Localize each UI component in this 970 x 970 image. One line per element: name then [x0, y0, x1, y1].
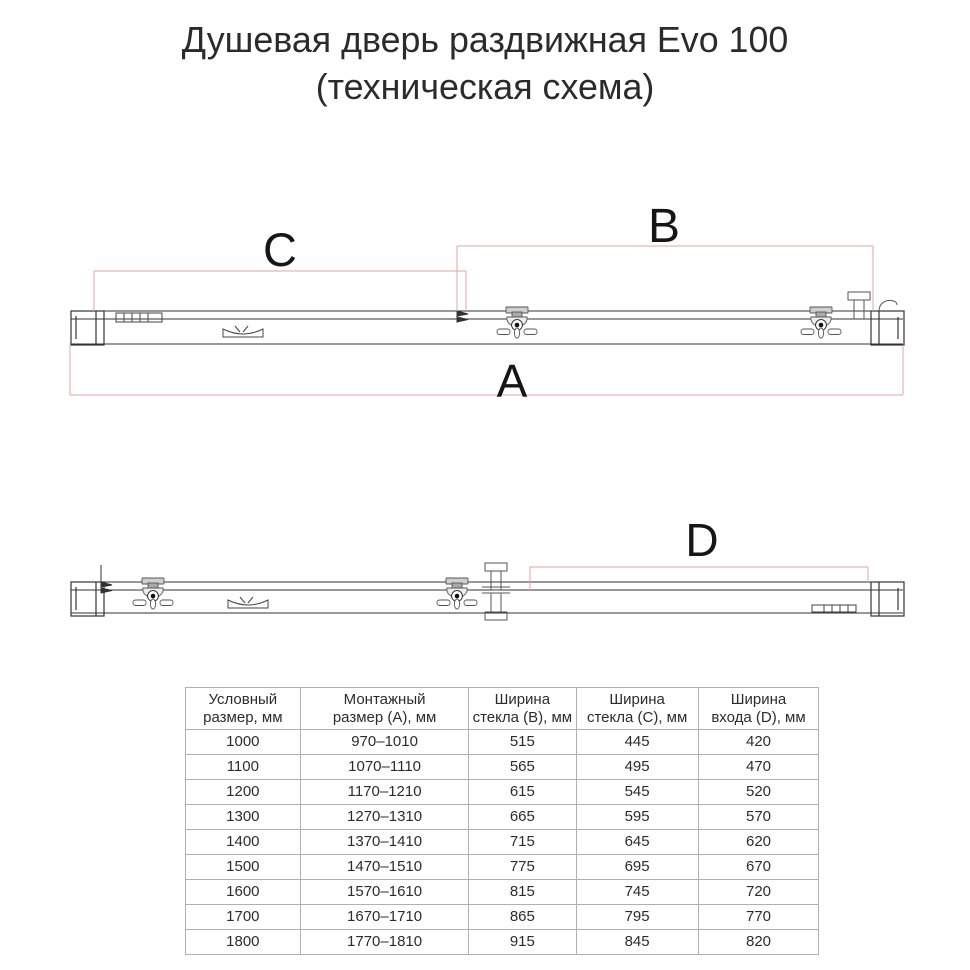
svg-text:D: D — [685, 514, 718, 566]
svg-text:C: C — [263, 223, 297, 276]
svg-text:A: A — [497, 355, 528, 407]
svg-text:B: B — [648, 200, 680, 253]
